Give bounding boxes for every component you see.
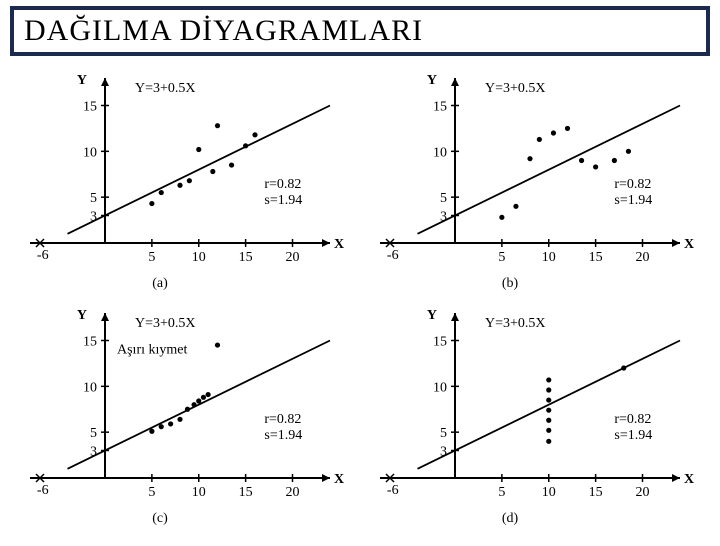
svg-text:(d): (d) [502, 511, 519, 526]
svg-text:r=0.82: r=0.82 [614, 177, 651, 192]
svg-text:10: 10 [542, 250, 556, 265]
svg-text:5: 5 [440, 191, 447, 206]
svg-text:5: 5 [440, 426, 447, 441]
panel-c: -65101520351015YXY=3+0.5Xr=0.82s=1.94Aşı… [10, 293, 360, 528]
svg-text:s=1.94: s=1.94 [264, 193, 302, 208]
svg-text:10: 10 [83, 380, 97, 395]
svg-text:5: 5 [90, 426, 97, 441]
svg-text:-6: -6 [37, 483, 49, 498]
svg-text:s=1.94: s=1.94 [614, 193, 652, 208]
panel-a: -65101520351015YXY=3+0.5Xr=0.82s=1.94(a) [10, 58, 360, 293]
svg-text:15: 15 [589, 485, 603, 500]
svg-text:-6: -6 [37, 248, 49, 263]
svg-text:5: 5 [498, 250, 505, 265]
svg-text:(a): (a) [152, 276, 168, 291]
svg-text:15: 15 [589, 250, 603, 265]
svg-text:10: 10 [192, 485, 206, 500]
svg-text:15: 15 [433, 100, 447, 115]
svg-text:15: 15 [239, 485, 253, 500]
panel-b: -65101520351015YXY=3+0.5Xr=0.82s=1.94(b) [360, 58, 710, 293]
svg-text:Aşırı kıymet: Aşırı kıymet [117, 343, 187, 358]
svg-text:20: 20 [636, 485, 650, 500]
svg-text:-6: -6 [387, 248, 399, 263]
svg-text:-6: -6 [387, 483, 399, 498]
svg-text:15: 15 [83, 100, 97, 115]
panel-d: -65101520351015YXY=3+0.5Xr=0.82s=1.94(d) [360, 293, 710, 528]
svg-text:Y=3+0.5X: Y=3+0.5X [485, 316, 546, 331]
svg-text:r=0.82: r=0.82 [264, 412, 301, 427]
svg-text:15: 15 [239, 250, 253, 265]
svg-text:Y=3+0.5X: Y=3+0.5X [135, 81, 196, 96]
svg-text:5: 5 [148, 485, 155, 500]
svg-text:Y: Y [77, 73, 87, 88]
svg-text:Y: Y [427, 73, 437, 88]
svg-text:10: 10 [542, 485, 556, 500]
svg-text:r=0.82: r=0.82 [264, 177, 301, 192]
svg-text:X: X [334, 237, 344, 252]
svg-text:15: 15 [433, 335, 447, 350]
svg-text:(c): (c) [152, 511, 168, 526]
svg-text:5: 5 [498, 485, 505, 500]
svg-text:5: 5 [90, 191, 97, 206]
svg-text:10: 10 [433, 145, 447, 160]
svg-text:Y=3+0.5X: Y=3+0.5X [485, 81, 546, 96]
svg-text:X: X [684, 237, 694, 252]
svg-text:r=0.82: r=0.82 [614, 412, 651, 427]
svg-text:10: 10 [192, 250, 206, 265]
svg-text:10: 10 [433, 380, 447, 395]
svg-text:Y: Y [427, 308, 437, 323]
svg-text:Y: Y [77, 308, 87, 323]
svg-text:5: 5 [148, 250, 155, 265]
svg-text:15: 15 [83, 335, 97, 350]
svg-text:20: 20 [636, 250, 650, 265]
svg-text:X: X [684, 472, 694, 487]
title-box: DAĞILMA DİYAGRAMLARI [10, 6, 710, 56]
svg-text:20: 20 [286, 485, 300, 500]
svg-text:s=1.94: s=1.94 [614, 428, 652, 443]
svg-text:s=1.94: s=1.94 [264, 428, 302, 443]
svg-text:X: X [334, 472, 344, 487]
svg-text:Y=3+0.5X: Y=3+0.5X [135, 316, 196, 331]
chart-grid: -65101520351015YXY=3+0.5Xr=0.82s=1.94(a)… [10, 58, 710, 528]
svg-text:20: 20 [286, 250, 300, 265]
page-title: DAĞILMA DİYAGRAMLARI [24, 14, 696, 48]
svg-text:10: 10 [83, 145, 97, 160]
svg-text:(b): (b) [502, 276, 519, 291]
